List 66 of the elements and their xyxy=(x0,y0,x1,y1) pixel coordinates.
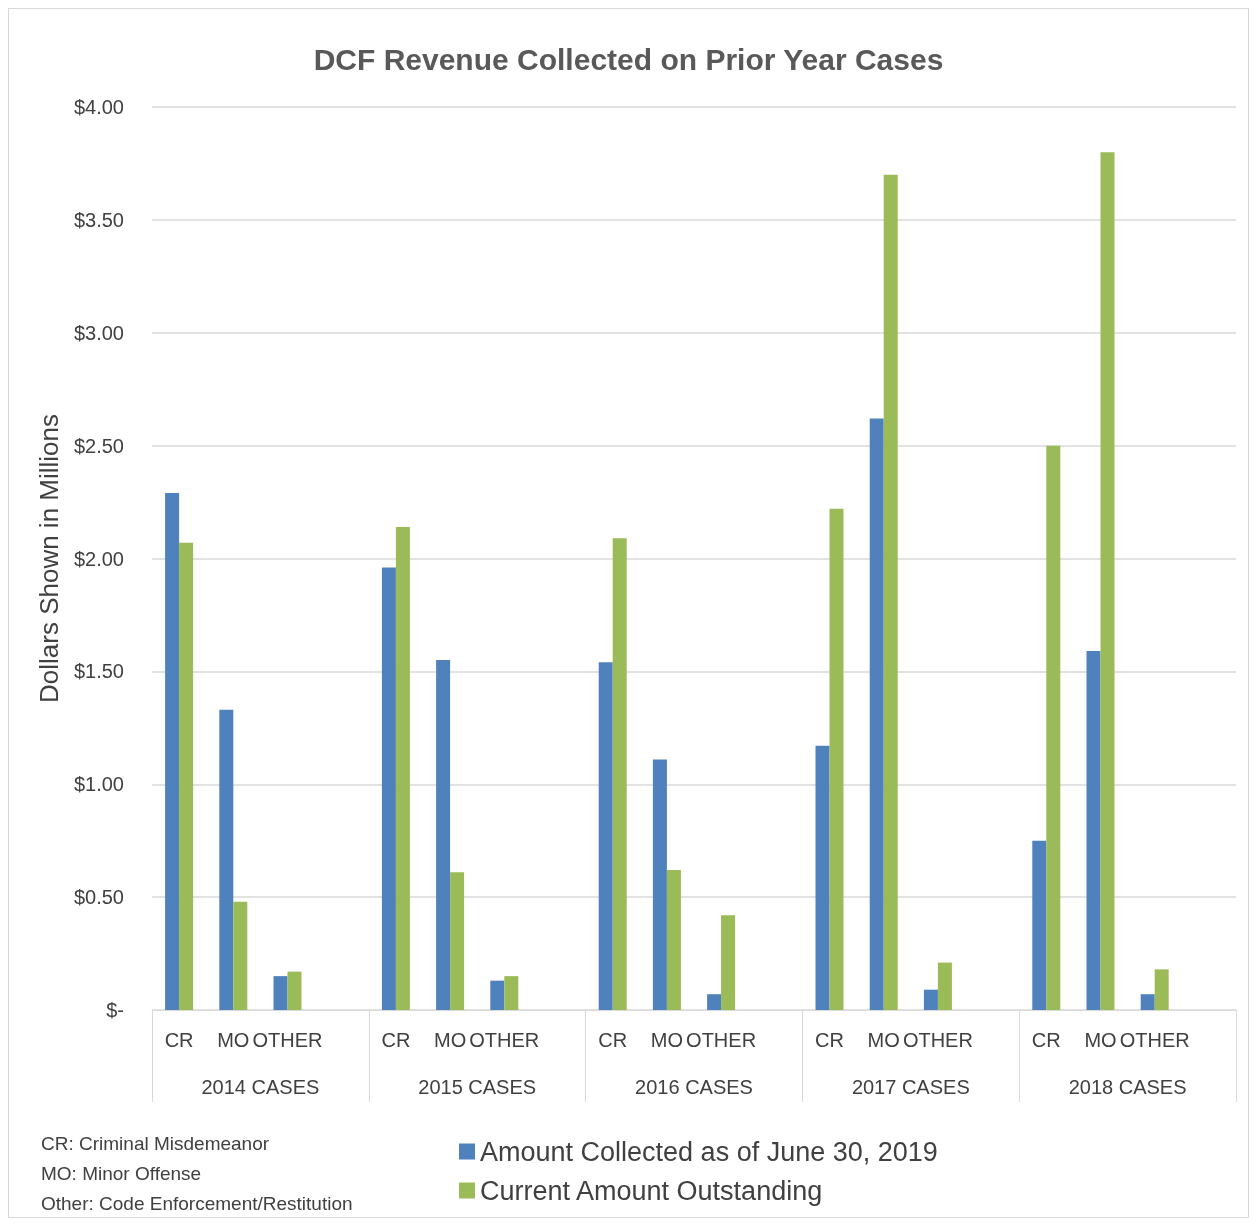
y-tick-label: $0.50 xyxy=(73,886,124,909)
bar xyxy=(829,508,844,1010)
text: Other: Code Enforcement/Restitution xyxy=(41,1193,353,1214)
y-tick-label: $3.00 xyxy=(73,321,124,344)
x-tick-label: MO xyxy=(867,1029,900,1051)
bar xyxy=(233,901,248,1010)
text: 2014 CASES xyxy=(201,1076,320,1098)
bar xyxy=(815,745,830,1010)
chart-title: DCF Revenue Collected on Prior Year Cases xyxy=(313,42,944,76)
y-tick-label: $2.00 xyxy=(73,547,124,570)
bar xyxy=(1154,969,1169,1010)
text: 2018 CASES xyxy=(1068,1076,1187,1098)
text: 2017 CASES xyxy=(851,1076,970,1098)
legend-label: Current Amount Outstanding xyxy=(480,1175,823,1206)
bar xyxy=(923,989,938,1010)
bar xyxy=(666,870,681,1010)
text: CR: Criminal Misdemeanor xyxy=(41,1133,270,1154)
bar xyxy=(707,994,722,1010)
bar xyxy=(287,971,302,1010)
x-tick-label: OTHER xyxy=(686,1029,757,1051)
legend-label: Amount Collected as of June 30, 2019 xyxy=(480,1136,938,1167)
bar xyxy=(612,538,627,1010)
y-tick-label: $1.50 xyxy=(73,660,124,683)
y-tick-label: $4.00 xyxy=(73,96,124,118)
bar xyxy=(721,915,736,1010)
y-axis-title: Dollars Shown in Millions xyxy=(34,414,64,703)
bar xyxy=(1032,840,1047,1010)
bar xyxy=(883,174,898,1010)
text: 2016 CASES xyxy=(635,1076,753,1098)
x-tick-label: CR xyxy=(381,1029,411,1051)
bar xyxy=(395,526,410,1010)
x-tick-label: MO xyxy=(217,1029,250,1051)
bar xyxy=(504,976,519,1010)
y-tick-label: $2.50 xyxy=(73,434,124,457)
x-tick-label: OTHER xyxy=(902,1029,973,1051)
text: MO: Minor Offense xyxy=(41,1163,202,1184)
bar xyxy=(1046,445,1061,1010)
x-tick-label: MO xyxy=(433,1029,467,1051)
bar xyxy=(869,418,884,1010)
text: 2015 CASES xyxy=(418,1076,537,1098)
bar xyxy=(381,567,396,1010)
bar xyxy=(450,872,465,1010)
x-tick-label: OTHER xyxy=(252,1029,323,1051)
bar xyxy=(652,759,667,1010)
bar xyxy=(598,662,613,1010)
bar xyxy=(937,962,952,1010)
bar xyxy=(1140,994,1155,1010)
x-tick-label: CR xyxy=(1031,1029,1061,1051)
x-tick-label: CR xyxy=(598,1029,628,1051)
bar xyxy=(1100,152,1115,1010)
y-tick-label: $- xyxy=(106,999,124,1021)
bar xyxy=(490,980,505,1010)
bar xyxy=(273,976,288,1010)
x-tick-label: CR xyxy=(815,1029,844,1051)
x-tick-label: MO xyxy=(1084,1029,1117,1051)
x-tick-label: OTHER xyxy=(469,1029,540,1051)
x-tick-label: OTHER xyxy=(1119,1029,1190,1051)
bar xyxy=(436,660,451,1010)
bar xyxy=(165,493,180,1010)
bar xyxy=(1086,651,1101,1010)
x-tick-label: CR xyxy=(164,1029,194,1051)
bar xyxy=(219,709,234,1010)
y-tick-label: $1.00 xyxy=(73,773,124,796)
x-tick-label: MO xyxy=(650,1029,684,1051)
y-tick-label: $3.50 xyxy=(73,208,124,231)
bar xyxy=(179,542,194,1010)
